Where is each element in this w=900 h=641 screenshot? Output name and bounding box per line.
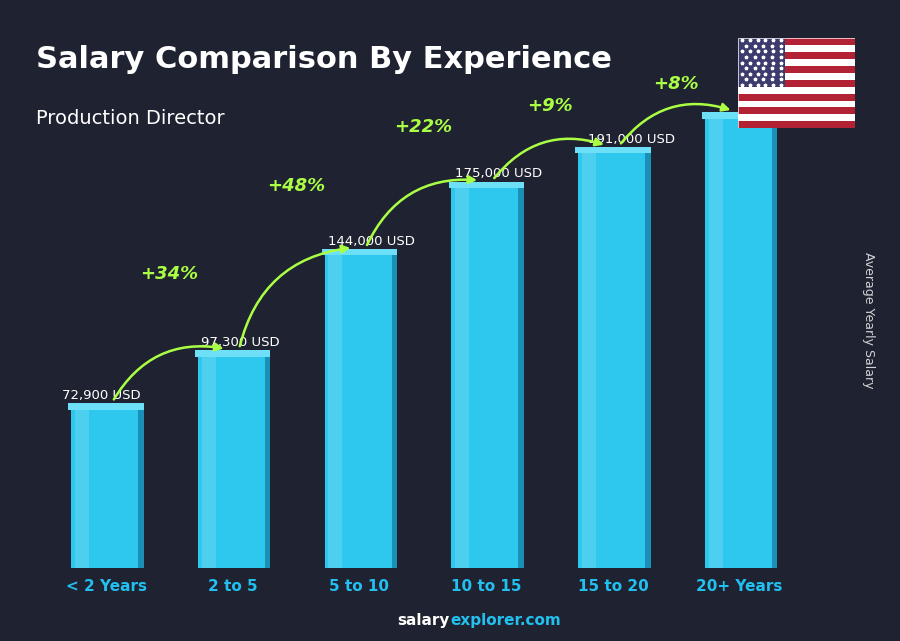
Bar (322, 249, 397, 255)
Bar (392, 255, 397, 568)
Text: 191,000 USD: 191,000 USD (588, 133, 675, 146)
Bar (518, 188, 524, 568)
Bar (452, 188, 521, 568)
Text: 207,000 USD: 207,000 USD (746, 98, 833, 111)
Bar (325, 255, 394, 568)
Text: 97,300 USD: 97,300 USD (201, 336, 280, 349)
Bar (448, 182, 524, 188)
Bar (738, 108, 855, 114)
Bar (738, 46, 855, 53)
Text: Salary Comparison By Experience: Salary Comparison By Experience (36, 45, 612, 74)
Bar (738, 59, 855, 66)
Bar (195, 351, 270, 356)
Text: 175,000 USD: 175,000 USD (454, 167, 542, 180)
Bar (738, 38, 785, 87)
Bar (738, 94, 855, 101)
Bar (75, 410, 89, 568)
Bar (575, 147, 651, 153)
Bar (738, 101, 855, 108)
Text: +48%: +48% (267, 177, 325, 195)
Bar (705, 119, 775, 568)
Text: +34%: +34% (140, 265, 199, 283)
Text: Average Yearly Salary: Average Yearly Salary (862, 253, 875, 388)
Bar (738, 80, 855, 87)
Text: 72,900 USD: 72,900 USD (62, 389, 140, 402)
Bar (202, 356, 216, 568)
Bar (582, 153, 596, 568)
Bar (578, 153, 648, 568)
Bar (738, 73, 855, 80)
Bar (645, 153, 651, 568)
Text: explorer.com: explorer.com (450, 613, 561, 628)
Bar (68, 403, 144, 410)
Text: salary: salary (398, 613, 450, 628)
Bar (455, 188, 469, 568)
Text: 144,000 USD: 144,000 USD (328, 235, 415, 247)
Bar (771, 119, 778, 568)
Bar (738, 38, 855, 46)
Bar (702, 112, 778, 119)
Bar (71, 410, 141, 568)
Bar (738, 66, 855, 73)
Bar (265, 356, 270, 568)
Text: +22%: +22% (394, 119, 452, 137)
Bar (198, 356, 267, 568)
Bar (738, 121, 855, 128)
Bar (738, 53, 855, 59)
Bar (708, 119, 723, 568)
Text: +8%: +8% (653, 75, 699, 93)
Bar (328, 255, 342, 568)
Text: +9%: +9% (526, 97, 572, 115)
Bar (138, 410, 144, 568)
Bar (738, 87, 855, 94)
Text: Production Director: Production Director (36, 109, 225, 128)
Bar (738, 114, 855, 121)
